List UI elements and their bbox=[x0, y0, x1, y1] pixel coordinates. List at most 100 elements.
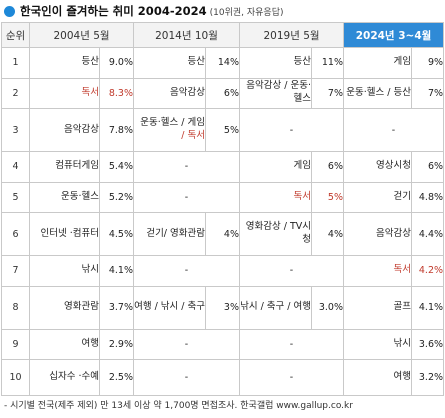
hobby-name: 음악감상 bbox=[64, 123, 99, 135]
percent-cell: 3% bbox=[205, 285, 240, 330]
percent-cell: 9% bbox=[410, 47, 445, 79]
table-row: 8 영화관람 3.7% 여행 / 낚시 / 축구 3% 낚시 / 축구 / 여행 3.0% 골… bbox=[1, 285, 445, 330]
empty-cell: - bbox=[342, 108, 445, 152]
hobby-name-cell: 음악감상 bbox=[343, 212, 412, 256]
header-2019: 2019년 5월 bbox=[239, 22, 344, 48]
percent-cell: 4.1% bbox=[99, 255, 134, 287]
table-row: 7 낚시 4.1% - - 독서 4.2% bbox=[1, 255, 445, 287]
percent-cell: 3.7% bbox=[99, 285, 134, 330]
rank-cell: 9 bbox=[1, 328, 30, 360]
title-main: 한국인이 즐겨하는 취미 2004-2024 bbox=[20, 4, 207, 18]
empty-cell: - bbox=[239, 359, 344, 396]
hobby-name-cell: 게임 bbox=[343, 47, 412, 79]
hobby-name-cell: 낚시 bbox=[29, 255, 100, 287]
hobby-name-cell: 운동·헬스 / 게임 / 독서 bbox=[133, 108, 206, 152]
footer-note: - 시기별 전국(제주 제외) 만 13세 이상 약 1,700명 면접조사. … bbox=[4, 401, 353, 411]
rank-cell: 1 bbox=[1, 47, 30, 79]
hobby-name: 영화관람 bbox=[64, 301, 99, 313]
hobby-name-cell: 음악감상 / 운동·헬스 bbox=[239, 77, 312, 109]
empty-cell: - bbox=[239, 255, 344, 287]
hobby-name-cell: 등산 bbox=[29, 47, 100, 79]
hobby-name-cell: 영화관람 bbox=[29, 285, 100, 330]
hobby-name-cell: 영화감상 / TV시청 bbox=[239, 212, 312, 256]
header-rank: 순위 bbox=[1, 22, 30, 48]
percent-cell: 5.2% bbox=[99, 181, 134, 213]
hobby-name: 음악감상 bbox=[170, 86, 205, 98]
empty-cell: - bbox=[133, 151, 240, 183]
empty-cell: - bbox=[239, 328, 344, 360]
percent-cell: 6% bbox=[205, 77, 240, 109]
hobby-name: 영상시청 bbox=[376, 160, 411, 172]
table-row: 3 음악감상 7.8% 운동·헬스 / 게임 / 독서 5% - - bbox=[1, 108, 445, 152]
hobby-name: 여행 bbox=[393, 371, 411, 383]
empty-cell: - bbox=[133, 328, 240, 360]
percent-cell: 3.0% bbox=[311, 285, 344, 330]
percent-cell: 3.2% bbox=[410, 359, 445, 396]
rank-cell: 2 bbox=[1, 77, 30, 109]
empty-cell: - bbox=[133, 359, 240, 396]
percent-cell: 4.1% bbox=[410, 285, 445, 330]
percent-cell: 4.5% bbox=[99, 212, 134, 256]
percent-cell: 6% bbox=[410, 151, 445, 183]
hobby-name: 운동·헬스 / 등산 bbox=[346, 86, 411, 98]
percent-cell: 11% bbox=[311, 47, 344, 79]
hobby-name-cell: 게임 bbox=[239, 151, 312, 183]
header-2004: 2004년 5월 bbox=[29, 22, 134, 48]
percent-cell: 5% bbox=[205, 108, 240, 152]
percent-cell: 5.4% bbox=[99, 151, 134, 183]
percent-cell: 2.9% bbox=[99, 328, 134, 360]
hobby-name-cell: 낚시 / 축구 / 여행 bbox=[239, 285, 312, 330]
hobby-name: 독서 bbox=[81, 86, 99, 98]
percent-cell: 4.4% bbox=[410, 212, 445, 256]
percent-cell: 7% bbox=[311, 77, 344, 109]
hobby-name-cell: 등산 bbox=[133, 47, 206, 79]
table-row: 5 운동·헬스 5.2% - 독서 5% 걷기 4.8% bbox=[1, 181, 445, 213]
hobby-name-cell: 걷기/ 영화관람 bbox=[133, 212, 206, 256]
table-row: 2 독서 8.3% 음악감상 6% 음악감상 / 운동·헬스 7% 운동·헬스 / 등산 7% bbox=[1, 77, 445, 109]
hobby-name-cell: 음악감상 bbox=[133, 77, 206, 109]
hobby-name: 음악감상 / 운동·헬스 bbox=[246, 80, 311, 105]
empty-cell: - bbox=[133, 255, 240, 287]
hobby-name-cell: 영상시청 bbox=[343, 151, 412, 183]
header-2024: 2024년 3~4월 bbox=[342, 22, 445, 48]
hobby-name-cell: 컴퓨터게임 bbox=[29, 151, 100, 183]
rank-cell: 5 bbox=[1, 181, 30, 213]
rank-cell: 6 bbox=[1, 212, 30, 256]
hobby-name-cell: 독서 bbox=[239, 181, 312, 213]
hobby-name: 인터넷 ·컴퓨터 bbox=[40, 227, 99, 239]
hobby-name-highlight: / 독서 bbox=[181, 130, 205, 141]
percent-cell: 7.8% bbox=[99, 108, 134, 152]
hobby-name-cell: 십자수 ·수예 bbox=[29, 359, 100, 396]
rank-cell: 4 bbox=[1, 151, 30, 183]
hobby-name: 등산 bbox=[81, 56, 99, 68]
hobby-name-cell: 낚시 bbox=[343, 328, 412, 360]
table-row: 6 인터넷 ·컴퓨터 4.5% 걷기/ 영화관람 4% 영화감상 / TV시청 4% 음악감상… bbox=[1, 212, 445, 256]
hobby-name: 여행 bbox=[81, 337, 99, 349]
percent-cell: 4% bbox=[311, 212, 344, 256]
empty-cell: - bbox=[239, 108, 344, 152]
percent-cell: 6% bbox=[311, 151, 344, 183]
table-row: 4 컴퓨터게임 5.4% - 게임 6% 영상시청 6% bbox=[1, 151, 445, 183]
hobby-name: 걷기/ 영화관람 bbox=[146, 227, 205, 239]
title-subtitle: (10위권, 자유응답) bbox=[209, 7, 284, 18]
hobby-name: 게임 bbox=[293, 160, 311, 172]
hobby-name: 낚시 bbox=[393, 337, 411, 349]
hobby-name: 여행 / 낚시 / 축구 bbox=[134, 301, 205, 313]
hobby-name: 운동·헬스 / 게임 bbox=[140, 117, 205, 129]
percent-cell: 7% bbox=[410, 77, 445, 109]
percent-cell: 8.3% bbox=[99, 77, 134, 109]
hobby-name: 음악감상 bbox=[376, 227, 411, 239]
hobby-name: 낚시 / 축구 / 여행 bbox=[240, 301, 311, 313]
hobby-name-cell: 인터넷 ·컴퓨터 bbox=[29, 212, 100, 256]
hobby-ranking-table: 순위 2004년 5월 2014년 10월 2019년 5월 2024년 3~4… bbox=[1, 22, 445, 396]
bullet-icon bbox=[4, 5, 15, 17]
hobby-name: 골프 bbox=[393, 301, 411, 313]
hobby-name-cell: 여행 bbox=[343, 359, 412, 396]
hobby-name: 걷기 bbox=[393, 190, 411, 202]
percent-cell: 4.8% bbox=[410, 181, 445, 213]
percent-cell: 9.0% bbox=[99, 47, 134, 79]
page-title: 한국인이 즐겨하는 취미 2004-2024 (10위권, 자유응답) bbox=[4, 2, 284, 20]
percent-cell: 5% bbox=[311, 181, 344, 213]
percent-cell: 3.6% bbox=[410, 328, 445, 360]
percent-cell: 4% bbox=[205, 212, 240, 256]
